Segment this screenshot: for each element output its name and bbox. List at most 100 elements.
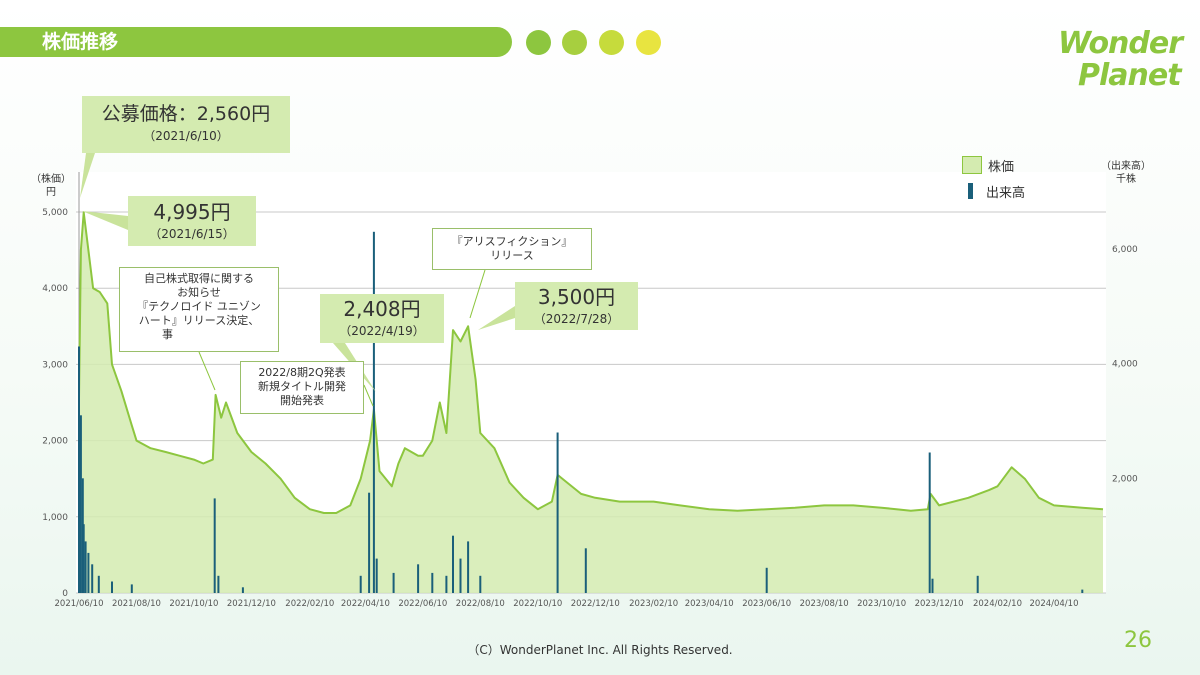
decor-dot-3 [599,30,624,55]
decor-dot-1 [526,30,551,55]
volume-bar-12 [217,575,220,593]
area-swatch-icon [962,156,982,174]
volume-bar-5 [84,541,87,593]
pointer-q2 [363,384,374,407]
decor-dot-4 [636,30,661,55]
volume-bar-21 [445,575,448,593]
left-axis-ticks: 0 1,000 2,000 3,000 4,000 5,000 [42,208,68,599]
volume-bar-32 [1081,589,1084,593]
left-axis-unit-line1: （株価） [31,174,71,185]
volume-bar-13 [241,587,244,593]
y-left-tick-3000: 3,000 [42,360,68,370]
callout-buyback-line4: ハート』リリース決定、 [138,314,260,327]
volume-bar-8 [97,575,100,593]
x-tick-5: 2022/04/10 [341,599,390,609]
callout-alice: 『アリスフィクション』 リリース [432,228,592,270]
left-axis-unit-line2: 円 [46,187,56,198]
left-axis-unit: （株価） 円 [26,173,76,199]
callout-jul-price: 3,500円 [537,285,616,309]
pointer-buyback [198,351,216,391]
y-left-tick-2000: 2,000 [42,437,68,447]
volume-bar-24 [467,541,470,593]
x-tick-11: 2023/04/10 [685,599,734,609]
volume-bar-20 [431,572,434,593]
pointer-peak [82,211,128,230]
callout-buyback-line3: 『テクノロイド ユニゾン [137,300,261,313]
x-tick-0: 2021/06/10 [55,599,104,609]
price-area-fill [79,212,1103,593]
volume-bar-17 [375,558,378,593]
x-tick-12: 2023/06/10 [742,599,791,609]
volume-bar-25 [479,575,482,593]
volume-bar-6 [87,552,90,593]
callout-buyback-line5: 事 [162,328,173,341]
legend-item-price: 株価 [962,154,1025,176]
callout-peak-date: （2021/6/15） [149,227,235,241]
right-axis-unit: （出来高） 千株 [1098,160,1154,186]
volume-bar-31 [976,575,979,593]
x-tick-9: 2022/12/10 [571,599,620,609]
page-number: 26 [1124,628,1152,653]
x-tick-10: 2023/02/10 [629,599,678,609]
x-tick-7: 2022/08/10 [456,599,505,609]
callout-q2-line2: 新規タイトル開発 [258,380,346,393]
callout-q2-line1: 2022/8期2Q発表 [258,366,346,379]
x-tick-1: 2021/08/10 [112,599,161,609]
pointer-ipo [80,153,95,198]
volume-bar-4 [82,524,85,593]
y-right-tick-4000: 4,000 [1112,360,1138,370]
x-tick-6: 2022/06/10 [398,599,447,609]
legend-item-volume: 出来高 [962,180,1025,202]
decor-dot-2 [562,30,587,55]
volume-bar-18 [392,572,395,593]
price-line [78,211,1104,514]
right-axis-ticks: 2,000 4,000 6,000 [1112,245,1138,484]
volume-bar-19 [417,564,420,593]
callout-ipo-title: 公募価格：2,560円 [101,103,271,125]
page-title: 株価推移 [42,31,119,53]
legend-label-volume: 出来高 [986,185,1026,201]
callout-ipo-date: （2021/6/10） [143,129,229,143]
callout-buyback-line1: 自己株式取得に関する [144,272,254,285]
logo-line-2: Planet [1078,58,1182,93]
volume-series [78,231,1084,594]
callout-peak: 4,995円 （2021/6/15） [128,196,256,246]
pointer-alice [469,269,486,319]
volume-bar-11 [213,498,216,593]
volume-bar-14 [359,575,362,593]
price-series [78,211,1104,593]
volume-bar-2 [79,415,82,593]
x-tick-4: 2022/02/10 [285,599,334,609]
volume-bar-28 [765,567,768,593]
y-left-tick-5000: 5,000 [42,208,68,218]
x-tick-8: 2022/10/10 [513,599,562,609]
callout-q2-line3: 開始発表 [280,394,324,407]
volume-bar-22 [452,535,454,593]
volume-bar-9 [111,581,113,593]
volume-bar-15 [368,492,371,593]
right-axis-unit-line1: （出来高） [1101,161,1151,172]
volume-bar-0 [78,346,80,593]
volume-bar-16 [372,231,375,594]
volume-bar-29 [928,452,931,593]
x-tick-16: 2024/02/10 [973,599,1022,609]
y-left-tick-4000: 4,000 [42,284,68,294]
callout-buyback: 自己株式取得に関する お知らせ 『テクノロイド ユニゾン ハート』リリース決定、… [119,267,279,352]
y-left-tick-0: 0 [62,589,68,599]
y-right-tick-2000: 2,000 [1112,474,1138,484]
logo-line-1: Wonder [1058,26,1183,61]
callout-alice-line1: 『アリスフィクション』 [451,235,573,248]
callout-peak-price: 4,995円 [153,200,231,224]
x-tick-2: 2021/10/10 [169,599,218,609]
pointer-jul [478,306,515,330]
callout-jul: 3,500円 （2022/7/28） [515,282,638,330]
copyright-footer: （C）WonderPlanet Inc. All Rights Reserved… [0,641,1200,658]
volume-bar-26 [556,432,559,593]
x-tick-15: 2023/12/10 [915,599,964,609]
callout-q2: 2022/8期2Q発表 新規タイトル開発 開始発表 [240,361,364,414]
callout-alice-line2: リリース [490,249,534,262]
right-axis-unit-line2: 千株 [1116,174,1136,185]
company-logo: Wonder Planet [1058,26,1183,93]
x-tick-13: 2023/08/10 [800,599,849,609]
legend: 株価 出来高 [962,154,1025,206]
